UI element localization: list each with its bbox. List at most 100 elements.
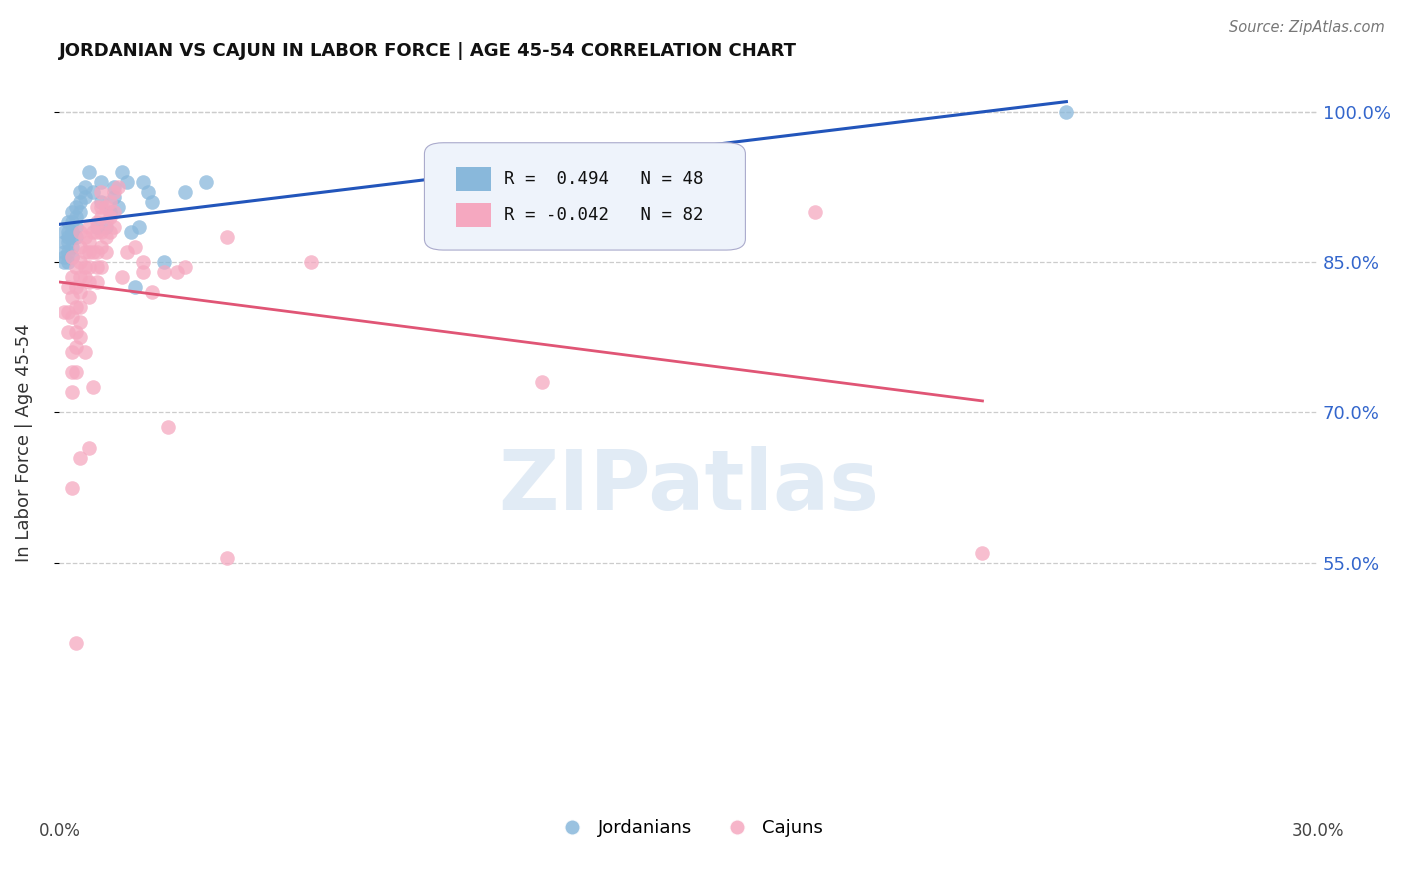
Point xyxy=(94,245,117,260)
Point xyxy=(73,260,96,275)
Point xyxy=(128,220,150,235)
Point xyxy=(136,186,159,200)
Point xyxy=(90,240,112,254)
Point xyxy=(77,235,100,250)
Point xyxy=(69,226,91,240)
Point xyxy=(124,280,146,294)
Point xyxy=(94,220,117,235)
Point xyxy=(86,215,108,229)
Point xyxy=(52,251,75,265)
Point xyxy=(60,230,83,244)
Point xyxy=(132,176,155,190)
Text: R = -0.042   N = 82: R = -0.042 N = 82 xyxy=(503,206,703,224)
Point xyxy=(115,176,138,190)
Point xyxy=(111,165,134,179)
Point xyxy=(69,301,91,315)
Point xyxy=(60,215,83,229)
Point xyxy=(94,201,117,215)
Point xyxy=(217,550,239,565)
Point xyxy=(217,230,239,244)
Point xyxy=(77,276,100,290)
Point xyxy=(60,385,83,400)
Point xyxy=(82,380,104,394)
Point xyxy=(73,190,96,204)
Point xyxy=(98,226,121,240)
Point xyxy=(107,180,129,194)
Point xyxy=(98,211,121,225)
Point xyxy=(141,285,163,300)
Bar xyxy=(456,168,491,191)
Text: JORDANIAN VS CAJUN IN LABOR FORCE | AGE 45-54 CORRELATION CHART: JORDANIAN VS CAJUN IN LABOR FORCE | AGE … xyxy=(59,42,797,60)
Point xyxy=(73,345,96,359)
Point xyxy=(77,245,100,260)
Point xyxy=(141,195,163,210)
Point xyxy=(120,226,142,240)
Point xyxy=(157,420,180,434)
Point xyxy=(103,186,125,200)
Point xyxy=(90,176,112,190)
Point xyxy=(65,230,87,244)
Point xyxy=(56,245,79,260)
Point xyxy=(69,316,91,330)
Point xyxy=(77,260,100,275)
Point xyxy=(972,545,994,559)
Point xyxy=(174,186,197,200)
Point xyxy=(69,205,91,219)
Text: R =  0.494   N = 48: R = 0.494 N = 48 xyxy=(503,170,703,188)
Point xyxy=(65,260,87,275)
Point xyxy=(86,245,108,260)
Point xyxy=(86,226,108,240)
Point xyxy=(90,226,112,240)
Point xyxy=(153,255,176,269)
Point xyxy=(132,265,155,279)
Point xyxy=(107,201,129,215)
Point xyxy=(52,245,75,260)
Point xyxy=(111,270,134,285)
Point xyxy=(56,215,79,229)
Point xyxy=(86,201,108,215)
Point xyxy=(60,251,83,265)
Point xyxy=(52,226,75,240)
Point xyxy=(60,310,83,325)
Point xyxy=(60,270,83,285)
Point xyxy=(60,205,83,219)
Point xyxy=(69,285,91,300)
Point xyxy=(52,255,75,269)
Point xyxy=(69,195,91,210)
Point xyxy=(115,245,138,260)
Legend: Jordanians, Cajuns: Jordanians, Cajuns xyxy=(547,812,831,844)
Point xyxy=(65,280,87,294)
Point xyxy=(132,255,155,269)
Point xyxy=(174,260,197,275)
Y-axis label: In Labor Force | Age 45-54: In Labor Force | Age 45-54 xyxy=(15,323,32,562)
Point xyxy=(90,201,112,215)
Point xyxy=(98,205,121,219)
Point xyxy=(69,270,91,285)
Point xyxy=(52,305,75,319)
Point xyxy=(103,205,125,219)
Text: ZIPatlas: ZIPatlas xyxy=(498,446,879,527)
Point xyxy=(60,290,83,304)
Point xyxy=(86,260,108,275)
Point xyxy=(77,220,100,235)
Point xyxy=(90,260,112,275)
Point xyxy=(69,450,91,465)
Point xyxy=(73,180,96,194)
Point xyxy=(98,195,121,210)
Point xyxy=(65,301,87,315)
Point xyxy=(65,366,87,380)
Point xyxy=(65,341,87,355)
Point xyxy=(56,305,79,319)
Point xyxy=(103,190,125,204)
Point xyxy=(60,345,83,359)
Point xyxy=(73,245,96,260)
Point xyxy=(56,280,79,294)
Point xyxy=(77,165,100,179)
Point xyxy=(195,176,218,190)
Point xyxy=(65,635,87,649)
Point xyxy=(124,240,146,254)
Point xyxy=(103,220,125,235)
Point xyxy=(153,265,176,279)
Point xyxy=(86,276,108,290)
FancyBboxPatch shape xyxy=(425,143,745,250)
